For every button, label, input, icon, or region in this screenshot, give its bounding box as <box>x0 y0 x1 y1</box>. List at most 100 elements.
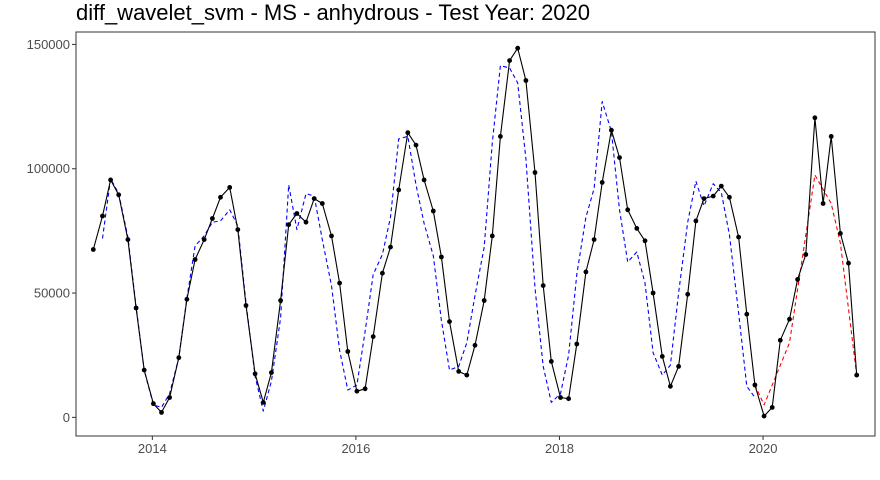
actual-data-point <box>151 401 156 407</box>
y-tick-label: 100000 <box>27 161 70 176</box>
actual-data-point <box>133 305 139 311</box>
actual-data-point <box>100 213 105 219</box>
actual-data-point <box>820 201 826 206</box>
actual-data-point <box>761 413 767 419</box>
actual-data-point <box>108 177 113 183</box>
actual-data-point <box>430 208 436 214</box>
y-tick-label: 150000 <box>27 37 70 52</box>
actual-data-point <box>370 334 376 339</box>
actual-data-point <box>558 395 563 400</box>
actual-data-point <box>388 244 393 250</box>
actual-data-point <box>243 303 249 308</box>
actual-data-point <box>167 395 173 400</box>
actual-data-point <box>176 355 182 361</box>
actual-data-point <box>286 222 292 228</box>
actual-data-point <box>634 226 640 231</box>
actual-data-point <box>421 177 427 183</box>
actual-data-point <box>252 371 258 377</box>
actual-data-point <box>803 252 809 257</box>
actual-data-point <box>838 231 843 236</box>
x-tick-label: 2014 <box>138 441 167 456</box>
actual-data-point <box>854 372 860 378</box>
actual-data-point <box>736 234 741 240</box>
actual-data-point <box>184 296 190 302</box>
actual-data-point <box>642 238 648 244</box>
actual-data-point <box>439 254 444 260</box>
actual-data-point <box>311 196 317 202</box>
actual-data-point <box>294 211 300 216</box>
x-tick-label: 2020 <box>749 441 778 456</box>
actual-data-point <box>227 185 233 190</box>
forecast-series-line <box>754 174 858 406</box>
actual-data-point <box>532 170 538 175</box>
x-tick-label: 2016 <box>341 441 370 456</box>
actual-series-line <box>92 47 858 417</box>
actual-data-point <box>159 410 164 415</box>
actual-data-point <box>125 237 131 243</box>
actual-data-point <box>693 218 699 224</box>
actual-data-point <box>329 233 334 239</box>
actual-data-point <box>718 183 724 189</box>
actual-data-point <box>515 45 521 51</box>
axis-layer: 0 50000 100000 150000 2014 2016 2018 2020 <box>27 37 778 456</box>
actual-data-point <box>591 237 597 243</box>
actual-data-point <box>701 196 707 202</box>
actual-data-point <box>795 277 800 282</box>
actual-data-point <box>396 187 402 193</box>
actual-data-point <box>685 291 691 297</box>
x-tick-label: 2018 <box>545 441 574 456</box>
actual-data-point <box>380 270 385 276</box>
actual-data-point <box>210 216 215 221</box>
actual-data-point <box>676 364 681 369</box>
actual-data-point <box>319 201 325 206</box>
actual-data-point <box>787 316 792 322</box>
actual-data-point <box>405 130 411 136</box>
actual-data-point <box>278 298 283 303</box>
actual-data-point <box>769 405 775 410</box>
actual-data-point <box>777 337 783 343</box>
actual-data-point <box>659 354 665 359</box>
actual-data-point <box>345 349 351 354</box>
actual-data-point <box>413 142 419 148</box>
actual-data-point <box>540 283 546 288</box>
actual-data-point <box>507 58 512 63</box>
chart-title: diff_wavelet_svm - MS - anhydrous - Test… <box>76 0 591 25</box>
actual-data-point <box>609 127 614 133</box>
actual-data-point <box>141 367 147 373</box>
actual-data-point <box>566 396 571 402</box>
actual-data-point <box>710 193 716 199</box>
actual-data-point <box>481 298 487 303</box>
actual-data-point <box>235 227 241 233</box>
actual-data-point <box>668 383 673 389</box>
actual-data-point <box>337 280 342 286</box>
actual-data-point <box>464 372 470 378</box>
actual-data-point <box>650 290 656 296</box>
actual-data-point <box>812 115 818 121</box>
actual-data-point <box>192 257 198 262</box>
actual-data-point <box>846 260 851 266</box>
actual-data-point <box>548 359 554 364</box>
actual-data-point <box>523 78 529 83</box>
actual-data-point <box>498 134 503 139</box>
actual-data-point <box>472 342 478 348</box>
plot-panel-border <box>75 31 876 437</box>
actual-data-point <box>489 233 495 239</box>
actual-data-point <box>116 192 122 198</box>
actual-data-point <box>269 370 274 375</box>
actual-data-point <box>617 155 622 161</box>
actual-data-point <box>303 219 309 225</box>
actual-data-point <box>583 269 589 275</box>
actual-data-point <box>599 180 605 185</box>
actual-data-point <box>456 369 462 374</box>
fitted-series-line <box>101 65 756 412</box>
actual-data-point <box>625 207 631 213</box>
actual-data-point <box>354 388 360 394</box>
y-tick-label: 0 <box>63 410 70 425</box>
actual-data-point <box>828 134 834 139</box>
actual-data-point <box>260 400 266 405</box>
y-tick-label: 50000 <box>34 286 70 301</box>
actual-data-point <box>201 237 207 243</box>
actual-data-point <box>218 194 223 200</box>
